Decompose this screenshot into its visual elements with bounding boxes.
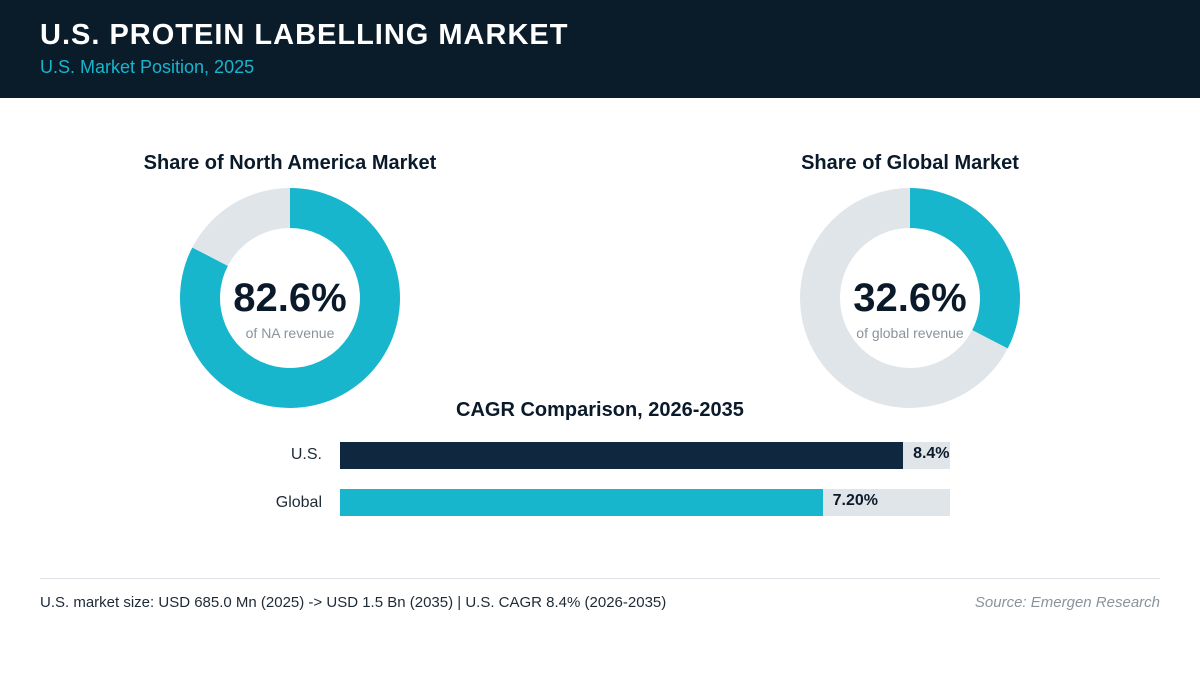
bar-value-us: 8.4% — [913, 445, 950, 462]
na-share-slice — [180, 188, 400, 408]
global-donut-chart: 32.6% of global revenue — [800, 188, 1020, 408]
bar-track-global: 7.20% — [340, 489, 950, 516]
global-donut-title: Share of Global Market — [801, 152, 1019, 174]
na-center-label: of NA revenue — [245, 325, 335, 341]
global-share-slice — [910, 188, 1020, 349]
source-credit: Source: Emergen Research — [974, 594, 1160, 611]
footer-divider — [40, 578, 1160, 579]
cagr-chart-title: CAGR Comparison, 2026-2035 — [456, 399, 744, 421]
global-donut-svg — [800, 188, 1020, 408]
bar-label-global: Global — [275, 494, 322, 511]
bar-us — [340, 442, 904, 469]
page-title: U.S. PROTEIN LABELLING MARKET — [40, 19, 569, 51]
bar-label-us: U.S. — [290, 446, 322, 463]
na-donut-chart: 82.6% of NA revenue — [180, 188, 400, 408]
bar-track-us: 8.4% — [340, 442, 950, 469]
page-subtitle: U.S. Market Position, 2025 — [40, 57, 255, 77]
bar-value-global: 7.20% — [832, 492, 878, 509]
header-banner: U.S. PROTEIN LABELLING MARKET U.S. Marke… — [0, 0, 1200, 98]
bar-global — [340, 489, 823, 516]
na-donut-title: Share of North America Market — [143, 152, 437, 174]
global-remainder-slice — [800, 188, 1008, 408]
global-center-value: 32.6% — [853, 276, 967, 320]
na-remainder-slice — [192, 188, 290, 266]
global-center-label: of global revenue — [856, 325, 964, 341]
footer-note: U.S. market size: USD 685.0 Mn (2025) ->… — [40, 594, 667, 611]
na-center-value: 82.6% — [233, 276, 347, 320]
na-donut-svg — [180, 188, 400, 408]
